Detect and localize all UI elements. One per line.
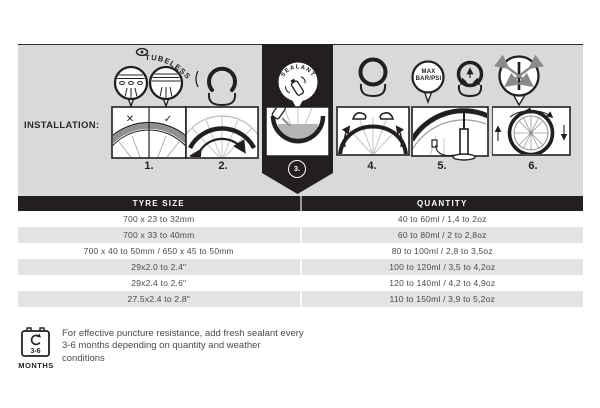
eye-icon bbox=[135, 47, 149, 57]
step-3-illustration: SEALANT bbox=[265, 62, 330, 157]
tyre-bead-icon bbox=[195, 66, 237, 107]
sealant-refresh-note: For effective puncture resistance, add f… bbox=[62, 328, 304, 364]
spin-wheel-icon bbox=[492, 106, 571, 156]
table-row: 700 x 23 to 32mm 40 to 60ml / 1,4 to 2oz bbox=[18, 211, 583, 227]
hands-press-icon bbox=[336, 106, 410, 156]
mount-tyre-illustration bbox=[185, 106, 259, 159]
table-row: 700 x 40 to 50mm / 650 x 45 to 50mm 80 t… bbox=[18, 243, 583, 259]
table-row: 700 x 33 to 40mm 60 to 80ml / 2 to 2,8oz bbox=[18, 227, 583, 243]
bead-seat-bubble-icon bbox=[456, 60, 484, 98]
table-row: 29x2.0 to 2.4" 100 to 120ml / 3,5 to 4,2… bbox=[18, 259, 583, 275]
sealant-banner: SEALANT bbox=[262, 44, 333, 194]
tyre-size-cell: 29x2.4 to 2.6" bbox=[18, 275, 300, 291]
table-header-row: TYRE SIZE QUANTITY bbox=[18, 196, 583, 211]
step-1-illustration: TUBELESS bbox=[111, 47, 192, 159]
quantity-cell: 80 to 100ml / 2,8 to 3,5oz bbox=[301, 243, 583, 259]
tyre-size-cell: 700 x 23 to 32mm bbox=[18, 211, 300, 227]
pump-inflate-illustration bbox=[411, 106, 489, 161]
installation-label: INSTALLATION: bbox=[24, 120, 100, 131]
sealant-bottle-shake-icon bbox=[285, 76, 306, 96]
tyre-size-cell: 29x2.0 to 2.4" bbox=[18, 259, 300, 275]
rim-with-holes-bubble-icon bbox=[113, 65, 149, 109]
months-badge-label: MONTHS bbox=[18, 361, 54, 370]
quantity-cell: 60 to 80ml / 2 to 2,8oz bbox=[301, 227, 583, 243]
tyre-on-rim-bubble-icon bbox=[358, 57, 388, 98]
floor-pump-icon bbox=[435, 109, 476, 161]
step-2-number: 2. bbox=[218, 160, 228, 172]
interval-value: 3-6 bbox=[30, 348, 40, 355]
step-6-number: 6. bbox=[528, 160, 538, 172]
quantity-cell: 40 to 60ml / 1,4 to 2oz bbox=[301, 211, 583, 227]
step-3-number-badge: 3. bbox=[288, 160, 306, 178]
tyre-size-quantity-table: TYRE SIZE QUANTITY 700 x 23 to 32mm 40 t… bbox=[18, 196, 583, 307]
shake-directions-icon bbox=[494, 55, 544, 107]
step-2-illustration bbox=[185, 66, 259, 159]
max-pressure-label: MAX BAR/PSI bbox=[415, 69, 442, 82]
quantity-cell: 100 to 120ml / 3,5 to 4,2oz bbox=[301, 259, 583, 275]
step-1-number: 1. bbox=[144, 160, 154, 172]
step-4-illustration bbox=[336, 57, 410, 156]
cross-mark: ✕ bbox=[126, 114, 134, 125]
tyre-size-cell: 700 x 40 to 50mm / 650 x 45 to 50mm bbox=[18, 243, 300, 259]
max-pressure-bubble-icon bbox=[411, 60, 445, 105]
quantity-cell: 110 to 150ml / 3,9 to 5,2oz bbox=[301, 291, 583, 307]
tyre-size-cell: 27.5x2.4 to 2.8" bbox=[18, 291, 300, 307]
rim-tubeless-bubble-icon bbox=[148, 65, 184, 109]
rim-check-illustration: ✕ ✓ bbox=[111, 106, 187, 159]
step-5-number: 5. bbox=[437, 160, 447, 172]
table-row: 27.5x2.4 to 2.8" 110 to 150ml / 3,9 to 5… bbox=[18, 291, 583, 307]
header-quantity: QUANTITY bbox=[301, 196, 583, 211]
check-mark: ✓ bbox=[164, 114, 172, 125]
table-row: 29x2.4 to 2.6" 120 to 140ml / 4,2 to 4,9… bbox=[18, 275, 583, 291]
step-6-illustration bbox=[492, 55, 571, 156]
tyre-size-cell: 700 x 33 to 40mm bbox=[18, 227, 300, 243]
header-tyre-size: TYRE SIZE bbox=[18, 196, 300, 211]
refresh-calendar-icon: 3-6 bbox=[21, 327, 50, 357]
quantity-cell: 120 to 140ml / 4,2 to 4,9oz bbox=[301, 275, 583, 291]
step-5-illustration bbox=[411, 60, 489, 161]
pour-sealant-icon bbox=[265, 106, 330, 157]
step-4-number: 4. bbox=[367, 160, 377, 172]
